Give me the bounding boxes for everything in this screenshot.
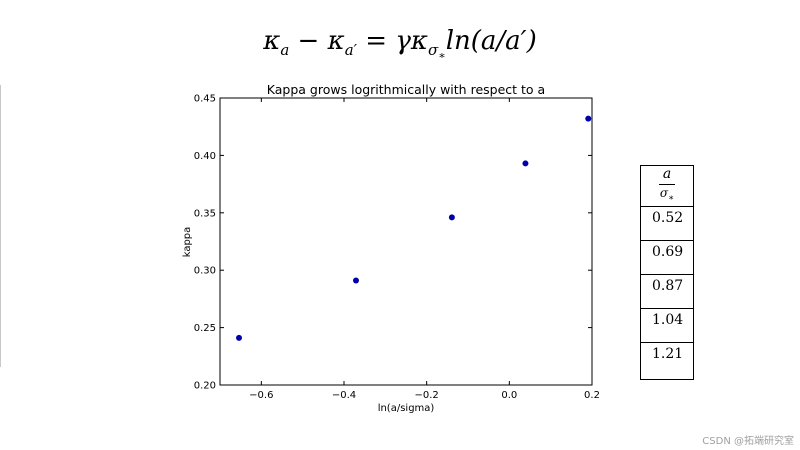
y-tick-label: 0.20 [194, 381, 216, 392]
chart-title: Kappa grows logrithmically with respect … [267, 82, 545, 97]
data-point [236, 334, 243, 341]
x-tick-label: −0.6 [249, 390, 273, 401]
header-denominator: σ∗ [659, 185, 675, 204]
left-rule [0, 85, 1, 367]
data-point [585, 115, 592, 122]
formula: κa − κa′ = γκσ∗ln(a/a′) [263, 26, 537, 63]
ratio-cell: 1.21 [652, 346, 684, 362]
x-tick-label: 0.2 [584, 390, 600, 401]
y-tick-label: 0.40 [194, 151, 216, 162]
x-tick-label: 0.0 [501, 390, 517, 401]
data-point [448, 214, 455, 221]
data-points [236, 115, 592, 341]
y-tick-label: 0.45 [194, 94, 216, 105]
y-axis: 0.20 0.25 0.30 0.35 0.40 0.45 [194, 94, 592, 392]
ratio-table: a σ∗ 0.52 0.69 0.87 1.04 1.21 [640, 165, 694, 380]
x-tick-label: −0.4 [332, 390, 356, 401]
header-numerator: a [662, 165, 672, 182]
y-tick-label: 0.35 [194, 208, 216, 219]
y-tick-label: 0.25 [194, 323, 216, 334]
x-axis: −0.6 −0.4 −0.2 0.0 0.2 [249, 98, 600, 401]
ratio-cell: 0.87 [641, 275, 693, 309]
data-point [352, 277, 359, 284]
y-tick-label: 0.30 [194, 266, 216, 277]
fraction-bar [659, 183, 675, 185]
x-tick-label: −0.2 [415, 390, 439, 401]
plot-frame [219, 97, 593, 386]
data-point [522, 160, 529, 167]
ratio-cell: 1.04 [641, 309, 693, 343]
y-axis-label: kappa [182, 227, 193, 258]
ratio-cell: 0.69 [641, 241, 693, 275]
ratio-table-header: a σ∗ [641, 166, 693, 207]
ratio-cell: 0.52 [641, 207, 693, 241]
watermark: CSDN @拓端研究室 [702, 436, 794, 447]
x-axis-label: ln(a/sigma) [378, 403, 435, 414]
